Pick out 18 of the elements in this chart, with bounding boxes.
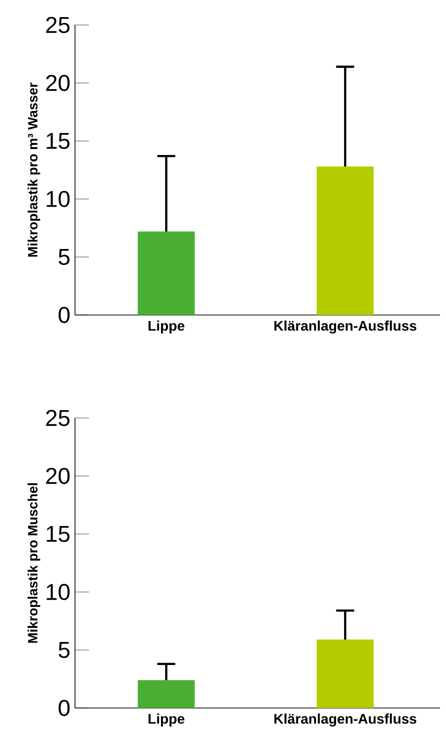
y-tick-label: 15 bbox=[46, 526, 70, 542]
y-tick-label: 5 bbox=[58, 642, 70, 658]
y-tick-label: 5 bbox=[58, 249, 70, 265]
y-tick-label: 20 bbox=[46, 468, 70, 484]
x-tick-label: Kläranlagen-Ausfluss bbox=[274, 714, 416, 727]
y-axis-title: Mikroplastik pro m³ Wasser bbox=[28, 82, 40, 257]
x-tick-label: Lippe bbox=[148, 320, 184, 334]
y-tick-label: 10 bbox=[46, 190, 70, 208]
y-tick-label: 0 bbox=[58, 700, 70, 716]
y-tick-label: 20 bbox=[46, 74, 70, 92]
y-axis-title: Mikroplastik pro Muschel bbox=[28, 483, 40, 643]
x-tick-label: Lippe bbox=[148, 714, 184, 727]
y-tick-label: 15 bbox=[46, 133, 70, 149]
y-tick-label: 0 bbox=[58, 306, 70, 324]
y-tick-label: 10 bbox=[46, 584, 70, 600]
y-tick-label: 25 bbox=[46, 410, 70, 426]
y-tick-label: 25 bbox=[46, 16, 70, 34]
x-tick-label: Kläranlagen-Ausfluss bbox=[274, 320, 416, 334]
